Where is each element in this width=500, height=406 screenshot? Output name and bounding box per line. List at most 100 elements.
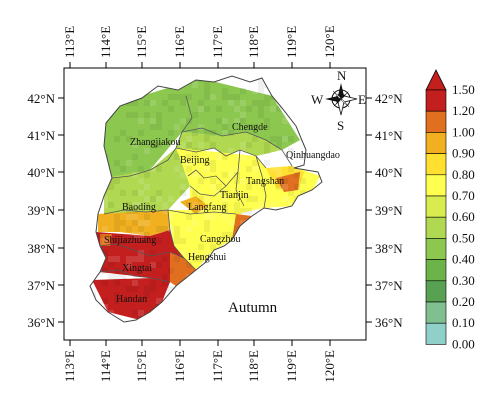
- pixel-cell: [102, 226, 108, 232]
- pixel-cell: [120, 166, 126, 172]
- pixel-cell: [138, 226, 144, 232]
- lat-tick-label-right: 41°N: [375, 128, 403, 143]
- pixel-cell: [156, 142, 162, 148]
- pixel-cell: [114, 256, 120, 262]
- pixel-cell: [114, 226, 120, 232]
- pixel-cell: [180, 184, 186, 190]
- color-zone: [276, 172, 300, 192]
- pixel-cell: [150, 166, 156, 172]
- pixel-cell: [198, 196, 204, 202]
- pixel-cell: [144, 292, 150, 298]
- pixel-cell: [114, 160, 120, 166]
- pixel-cell: [132, 220, 138, 226]
- pixel-cell: [252, 196, 258, 202]
- pixel-cell: [126, 214, 132, 220]
- pixel-cell: [210, 244, 216, 250]
- pixel-cell: [198, 256, 204, 262]
- legend-label: 1.20: [452, 103, 475, 118]
- pixel-cell: [144, 232, 150, 238]
- pixel-cell: [174, 124, 180, 130]
- pixel-cell: [156, 118, 162, 124]
- lon-tick-label-top: 115°E: [134, 26, 149, 58]
- pixel-cell: [192, 112, 198, 118]
- city-label: Tangshan: [246, 176, 284, 187]
- color-zone: [92, 278, 170, 320]
- pixel-cell: [210, 160, 216, 166]
- pixel-cell: [162, 274, 168, 280]
- pixel-cell: [276, 172, 282, 178]
- pixel-cell: [126, 136, 132, 142]
- legend-swatch: [425, 110, 447, 133]
- pixel-cell: [150, 118, 156, 124]
- pixel-cell: [234, 208, 240, 214]
- pixel-cell: [132, 112, 138, 118]
- pixel-cell: [222, 208, 228, 214]
- pixel-cell: [282, 184, 288, 190]
- pixel-cell: [258, 112, 264, 118]
- pixel-cell: [204, 88, 210, 94]
- pixel-cell: [126, 208, 132, 214]
- pixel-cell: [108, 262, 114, 268]
- pixel-cell: [222, 88, 228, 94]
- color-zone: [168, 206, 244, 270]
- pixel-cell: [198, 100, 204, 106]
- pixel-cell: [150, 142, 156, 148]
- pixel-cell: [234, 118, 240, 124]
- pixel-cell: [174, 256, 180, 262]
- pixel-cell: [210, 130, 216, 136]
- pixel-cell: [180, 238, 186, 244]
- legend-swatch: [425, 153, 447, 176]
- pixel-cell: [264, 94, 270, 100]
- pixel-cell: [186, 214, 192, 220]
- legend-label: 0.10: [452, 315, 475, 330]
- pixel-cell: [168, 130, 174, 136]
- pixel-cell: [204, 166, 210, 172]
- city-label: Cangzhou: [200, 234, 241, 245]
- lon-tick-label-top: 113°E: [62, 26, 77, 58]
- pixel-cell: [138, 310, 144, 316]
- pixel-cell: [222, 190, 228, 196]
- lon-tick-label-top: 116°E: [172, 26, 187, 58]
- pixel-cell: [180, 118, 186, 124]
- lon-tick-label-bottom: 115°E: [134, 350, 149, 382]
- lon-tick-label-top: 118°E: [246, 26, 261, 58]
- longitude-ticks-top: 113°E 114°E 115°E 116°E 117°E 118°E 119°E 120°E: [62, 25, 337, 68]
- season-label: Autumn: [228, 300, 278, 316]
- pixel-cell: [204, 214, 210, 220]
- pixel-cell: [288, 160, 294, 166]
- city-label: Handan: [116, 294, 147, 305]
- pixel-cell: [138, 178, 144, 184]
- pixel-cell: [108, 202, 114, 208]
- pixel-cell: [138, 202, 144, 208]
- pixel-cell: [102, 196, 108, 202]
- pixel-cell: [174, 208, 180, 214]
- prefecture-borders: [99, 95, 293, 283]
- pixel-cell: [156, 238, 162, 244]
- lon-tick-label-top: 117°E: [210, 26, 225, 58]
- color-zone: [180, 196, 208, 214]
- pixel-cell: [246, 184, 252, 190]
- pixel-cell: [294, 184, 300, 190]
- pixel-cell: [132, 100, 138, 106]
- pixel-cell: [138, 190, 144, 196]
- pixel-cell: [126, 160, 132, 166]
- pixel-cell: [246, 166, 252, 172]
- legend-swatch: [425, 174, 447, 197]
- pixel-cell: [114, 298, 120, 304]
- pixel-cell: [276, 148, 282, 154]
- longitude-ticks-bottom: 113°E 114°E 115°E 116°E 117°E 118°E 119°E 120°E: [62, 340, 337, 383]
- pixel-cell: [138, 256, 144, 262]
- pixel-cell: [132, 280, 138, 286]
- pixel-cell: [264, 160, 270, 166]
- pixel-cell: [144, 196, 150, 202]
- pixel-cell: [186, 262, 192, 268]
- pixel-cell: [168, 214, 174, 220]
- pixel-cell: [234, 76, 240, 82]
- color-zone: [170, 252, 196, 286]
- pixel-cell: [156, 196, 162, 202]
- pixel-cell: [150, 280, 156, 286]
- pixel-cell: [228, 148, 234, 154]
- pixel-cell: [294, 148, 300, 154]
- pixel-cell: [258, 100, 264, 106]
- pixel-cell: [180, 142, 186, 148]
